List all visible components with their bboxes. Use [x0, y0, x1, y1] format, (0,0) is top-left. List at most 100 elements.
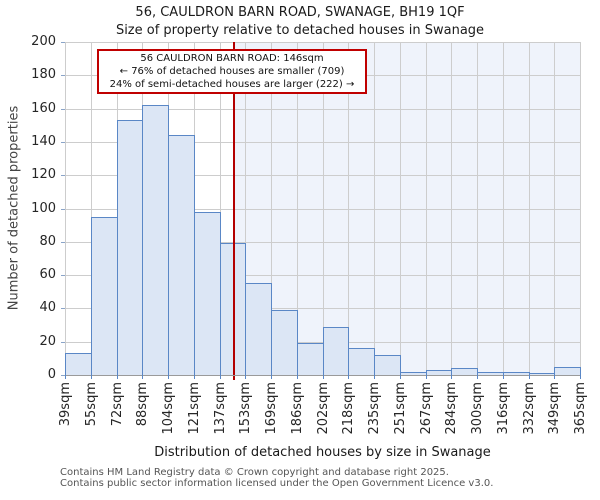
- y-tick-mark: [61, 275, 65, 277]
- x-tick-label: 365sqm: [573, 382, 588, 435]
- x-tick-mark: [219, 375, 221, 379]
- y-tick-label: 60: [39, 267, 56, 283]
- y-tick-mark: [61, 108, 65, 110]
- x-tick-mark: [245, 375, 247, 379]
- x-tick-mark: [580, 375, 581, 379]
- x-tick-label: 235sqm: [367, 382, 382, 435]
- y-tick-mark: [61, 308, 65, 310]
- y-tick-label: 200: [31, 34, 56, 49]
- bar-55sqm: [90, 216, 118, 375]
- y-tick-mark: [61, 375, 65, 376]
- x-tick-label: 104sqm: [161, 382, 176, 435]
- y-tick-label: 80: [39, 233, 56, 249]
- x-tick-label: 121sqm: [186, 382, 202, 435]
- x-tick-mark: [168, 375, 169, 379]
- y-tick-label: 100: [31, 200, 56, 216]
- bar-316sqm: [502, 371, 530, 375]
- x-tick-mark: [116, 375, 118, 379]
- gridline-vertical: [219, 42, 221, 375]
- gridline-vertical: [374, 42, 375, 375]
- x-tick-label: 153sqm: [238, 382, 254, 435]
- y-tick-mark: [61, 75, 65, 77]
- y-tick-mark: [61, 208, 65, 210]
- gridline-vertical: [399, 42, 401, 375]
- x-tick-label: 202sqm: [315, 382, 331, 435]
- annotation-line-3: 24% of semi-detached houses are larger (…: [109, 79, 355, 90]
- x-axis-title: Distribution of detached houses by size …: [154, 445, 491, 460]
- bar-39sqm: [65, 353, 92, 375]
- x-tick-label: 186sqm: [289, 382, 305, 435]
- gridline-vertical: [425, 42, 427, 375]
- bar-153sqm: [245, 283, 272, 375]
- x-tick-mark: [65, 375, 66, 379]
- y-tick-label: 0: [47, 367, 56, 382]
- x-tick-label: 39sqm: [58, 382, 73, 427]
- x-tick-mark: [271, 375, 272, 379]
- y-tick-mark: [61, 42, 65, 43]
- x-tick-label: 218sqm: [341, 382, 357, 435]
- x-tick-mark: [451, 375, 453, 379]
- gridline-vertical: [502, 42, 504, 375]
- y-tick-mark: [61, 141, 65, 143]
- gridline-vertical: [477, 42, 478, 375]
- gridline-vertical: [451, 42, 453, 375]
- bar-202sqm: [322, 326, 350, 375]
- gridline-vertical: [90, 42, 92, 375]
- x-tick-label: 300sqm: [470, 382, 485, 435]
- plot-area: 56 CAULDRON BARN ROAD: 146sqm ← 76% of d…: [65, 42, 581, 380]
- bar-186sqm: [296, 343, 324, 375]
- x-tick-label: 267sqm: [418, 382, 434, 435]
- x-tick-mark: [90, 375, 92, 379]
- x-tick-mark: [554, 375, 556, 379]
- x-tick-mark: [193, 375, 195, 379]
- gridline-vertical: [322, 42, 324, 375]
- x-tick-label: 284sqm: [444, 382, 460, 435]
- bar-349sqm: [554, 366, 581, 375]
- x-tick-label: 316sqm: [495, 382, 511, 435]
- x-tick-mark: [374, 375, 375, 379]
- annotation-box: 56 CAULDRON BARN ROAD: 146sqm ← 76% of d…: [97, 49, 367, 94]
- footer-attribution-2: Contains public sector information licen…: [60, 478, 494, 489]
- x-tick-mark: [425, 375, 427, 379]
- x-tick-label: 251sqm: [392, 382, 408, 435]
- y-tick-label: 20: [39, 333, 56, 349]
- bar-88sqm: [142, 105, 169, 375]
- bar-284sqm: [451, 368, 478, 375]
- gridline-vertical: [271, 42, 272, 375]
- y-tick-mark: [61, 241, 65, 243]
- y-tick-label: 180: [31, 67, 56, 83]
- marker-line-146sqm: [233, 42, 236, 380]
- x-tick-label: 72sqm: [109, 382, 125, 427]
- footer-attribution-1: Contains HM Land Registry data © Crown c…: [60, 467, 449, 478]
- x-tick-mark: [477, 375, 478, 379]
- y-tick-label: 120: [31, 167, 56, 183]
- gridline-vertical: [554, 42, 556, 375]
- x-tick-mark: [348, 375, 350, 379]
- gridline-vertical: [245, 42, 247, 375]
- bar-169sqm: [271, 310, 298, 375]
- y-tick-mark: [61, 175, 65, 177]
- x-tick-mark: [399, 375, 401, 379]
- chart-subtitle: Size of property relative to detached ho…: [115, 23, 485, 38]
- y-tick-mark: [61, 341, 65, 343]
- x-tick-mark: [296, 375, 298, 379]
- annotation-line-1: 56 CAULDRON BARN ROAD: 146sqm: [140, 53, 324, 64]
- y-tick-label: 160: [31, 100, 56, 116]
- gridline-vertical: [348, 42, 350, 375]
- annotation-line-2: ← 76% of detached houses are smaller (70…: [119, 66, 345, 77]
- x-tick-mark: [528, 375, 530, 379]
- bar-104sqm: [168, 135, 195, 375]
- x-tick-label: 55sqm: [83, 382, 99, 427]
- y-tick-label: 140: [31, 133, 56, 149]
- gridline-vertical: [296, 42, 298, 375]
- gridline-vertical: [65, 42, 66, 375]
- y-tick-label: 40: [39, 300, 56, 316]
- x-tick-mark: [142, 375, 144, 379]
- bar-218sqm: [348, 348, 375, 375]
- x-tick-label: 169sqm: [264, 382, 279, 435]
- x-tick-label: 349sqm: [547, 382, 563, 435]
- gridline-vertical: [580, 42, 581, 375]
- x-tick-mark: [502, 375, 504, 379]
- x-tick-label: 332sqm: [521, 382, 537, 435]
